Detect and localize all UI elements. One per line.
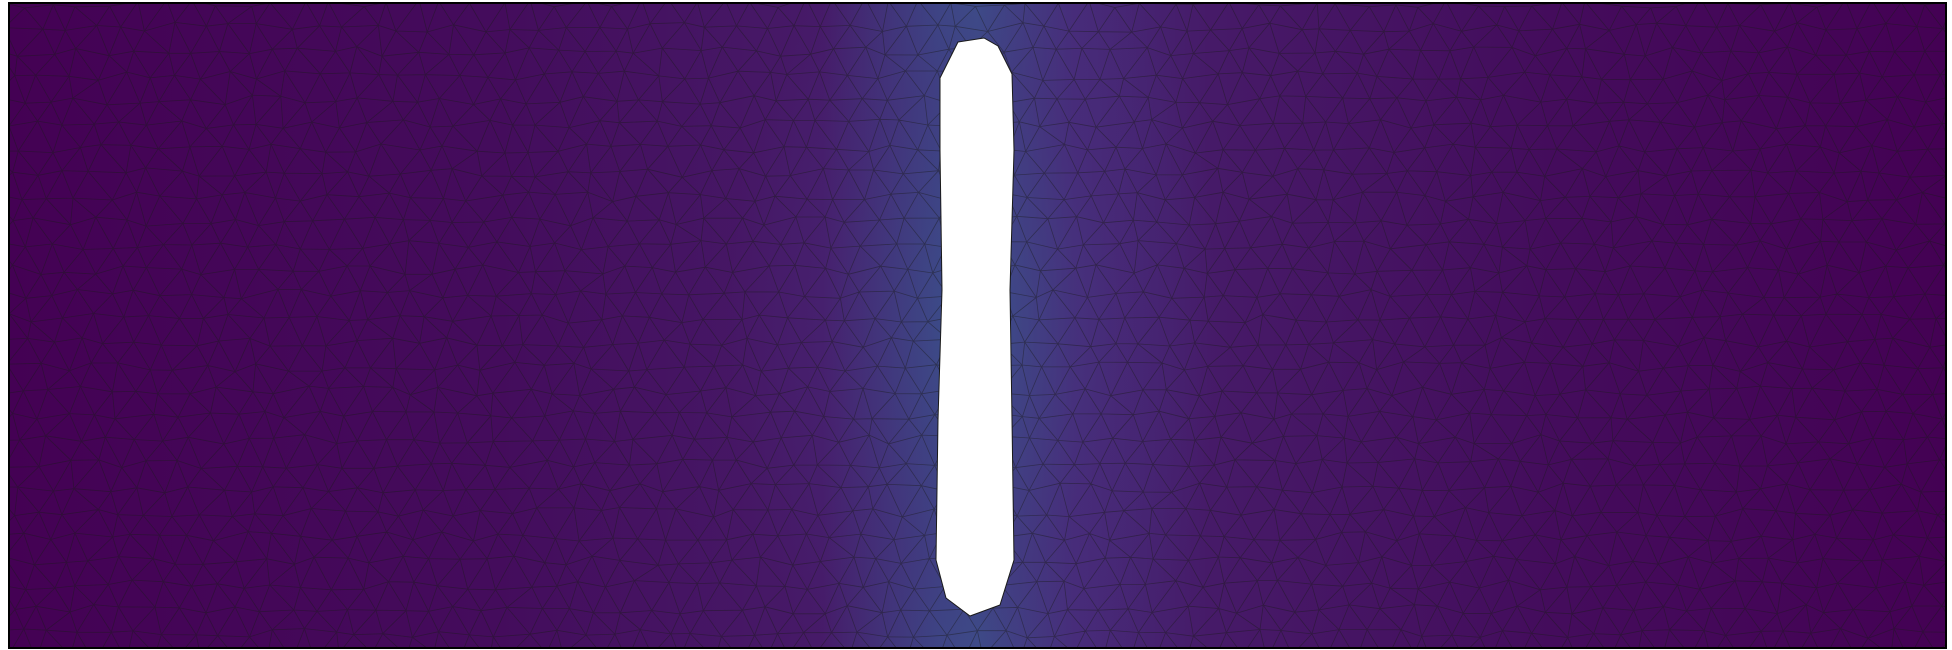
central-hole xyxy=(935,37,1015,617)
domain-border xyxy=(8,2,1947,649)
